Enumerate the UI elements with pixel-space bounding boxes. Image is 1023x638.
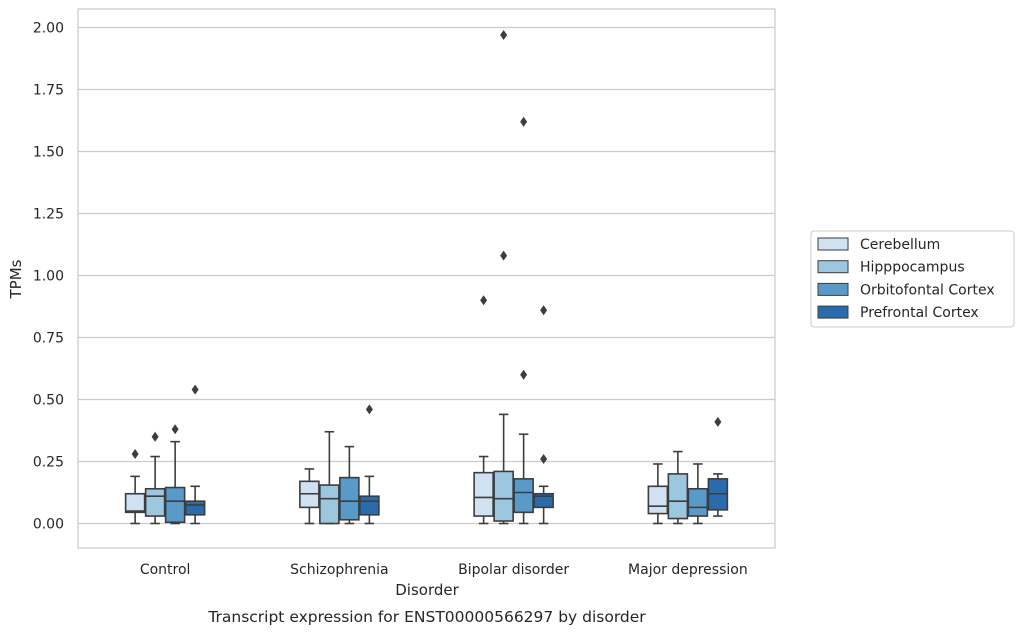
x-axis-label: Disorder: [395, 581, 459, 599]
outlier-point: [500, 29, 508, 40]
box-group: [184, 384, 206, 525]
box: [647, 485, 669, 515]
y-tick-labels: 0.00 0.25 0.50 0.75 1.00 1.25 1.50 1.75 2.00: [33, 21, 64, 533]
legend-label: Hipppocampus: [860, 260, 965, 276]
outlier-point: [540, 305, 548, 316]
box: [164, 486, 186, 524]
box-group: [319, 430, 340, 525]
box-group: [707, 416, 729, 517]
box: [667, 473, 689, 520]
y-tick-label: 2.00: [33, 21, 64, 37]
legend-swatch: [817, 260, 849, 274]
box-group: [647, 463, 669, 525]
box-group: [144, 431, 166, 525]
grid-layer: [78, 26, 775, 525]
box-group: [513, 116, 534, 525]
x-tick-label: Schizophrenia: [290, 562, 388, 578]
y-tick-label: 0.00: [33, 517, 64, 533]
legend-frame: [810, 230, 1015, 328]
outlier-point: [171, 424, 179, 435]
plot-frame: [77, 8, 776, 549]
y-tick-label: 1.50: [33, 145, 64, 161]
y-tick-label: 1.75: [33, 83, 64, 99]
legend: Cerebellum Hipppocampus Orbitofontal Corte…: [810, 230, 1015, 328]
y-tick-label: 0.75: [33, 331, 64, 347]
box-group: [359, 404, 380, 525]
outlier-point: [365, 404, 373, 415]
box-group: [164, 424, 186, 525]
box: [513, 478, 534, 514]
box: [124, 492, 146, 514]
box: [493, 470, 514, 522]
box: [339, 476, 360, 521]
outlier-point: [191, 384, 199, 395]
box: [359, 495, 380, 516]
box-group: [687, 463, 709, 525]
legend-swatch: [817, 237, 849, 251]
box-layer: [124, 29, 729, 525]
box: [533, 492, 554, 509]
y-tick-label: 1.25: [33, 207, 64, 223]
x-tick-label: Control: [140, 562, 191, 578]
legend-label: Prefrontal Cortex: [860, 305, 979, 321]
box: [319, 484, 340, 525]
outlier-point: [714, 416, 722, 427]
outlier-point: [131, 449, 139, 460]
legend-swatch: [817, 282, 849, 296]
y-tick-label: 1.00: [33, 269, 64, 285]
box: [687, 487, 709, 517]
outlier-point: [520, 116, 528, 127]
box-group: [493, 29, 514, 525]
outlier-point: [540, 454, 548, 465]
outlier-point: [151, 431, 159, 442]
legend-label: Orbitofontal Cortex: [860, 282, 995, 298]
outlier-point: [500, 250, 508, 261]
box: [473, 471, 494, 517]
x-tick-label: Major depression: [628, 562, 748, 578]
x-tick-label: Bipolar disorder: [458, 562, 569, 578]
y-tick-label: 0.25: [33, 455, 64, 471]
box-group: [339, 445, 360, 525]
box: [144, 487, 166, 517]
y-tick-label: 0.50: [33, 393, 64, 409]
box: [184, 500, 206, 516]
y-axis-label: TPMs: [7, 259, 25, 299]
outlier-point: [480, 295, 488, 306]
box-group: [667, 450, 689, 525]
legend-label: Cerebellum: [860, 237, 940, 253]
box-group: [299, 468, 320, 525]
box-group: [533, 305, 554, 525]
outlier-point: [520, 369, 528, 380]
x-tick-labels: Control Schizophrenia Bipolar disorder Majo…: [140, 562, 748, 578]
box-group: [124, 449, 146, 525]
box-group: [473, 295, 494, 525]
chart-title: Transcript expression for ENST0000056629…: [207, 608, 646, 626]
legend-swatch: [817, 305, 849, 319]
